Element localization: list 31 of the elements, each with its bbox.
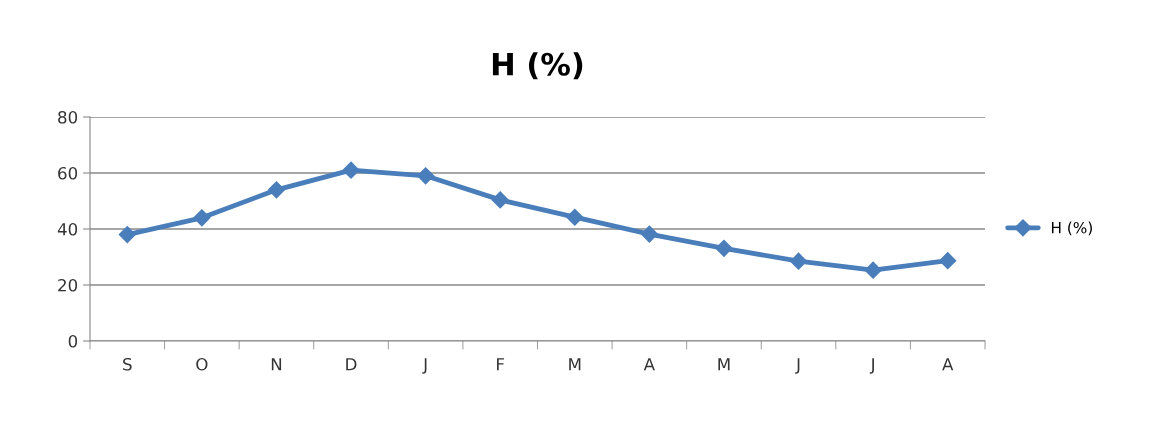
x-tick-label: O [196, 357, 208, 371]
point [939, 252, 957, 270]
y-tick-label: 20 [58, 278, 78, 292]
point [118, 226, 136, 244]
point [864, 261, 882, 279]
y-tick-label: 60 [58, 166, 78, 180]
x-tick-label: D [346, 358, 357, 371]
point [491, 191, 509, 209]
x-tick-label: F [497, 358, 505, 371]
x-tick-label: M [569, 358, 581, 371]
point [640, 225, 658, 243]
point [267, 181, 286, 199]
y-tick-label: 0 [68, 334, 78, 348]
x-tick-label: N [271, 358, 282, 371]
point [417, 167, 435, 185]
point [715, 239, 733, 257]
x-tick-label: A [942, 358, 954, 371]
x-tick-label: A [643, 358, 655, 371]
y-tick-label: 80 [58, 110, 78, 124]
point [789, 252, 808, 270]
x-tick-label: J [869, 358, 874, 374]
chart-title: H (%) [492, 52, 583, 80]
point [342, 161, 360, 179]
x-tick-label: S [123, 357, 132, 371]
x-tick-label: J [795, 358, 800, 374]
legend-label: H (%) [1051, 221, 1092, 236]
point [193, 209, 211, 227]
x-tick-label: J [422, 358, 427, 374]
y-tick-label: 40 [57, 222, 78, 236]
point [566, 208, 584, 226]
x-tick-label: M [718, 358, 730, 371]
